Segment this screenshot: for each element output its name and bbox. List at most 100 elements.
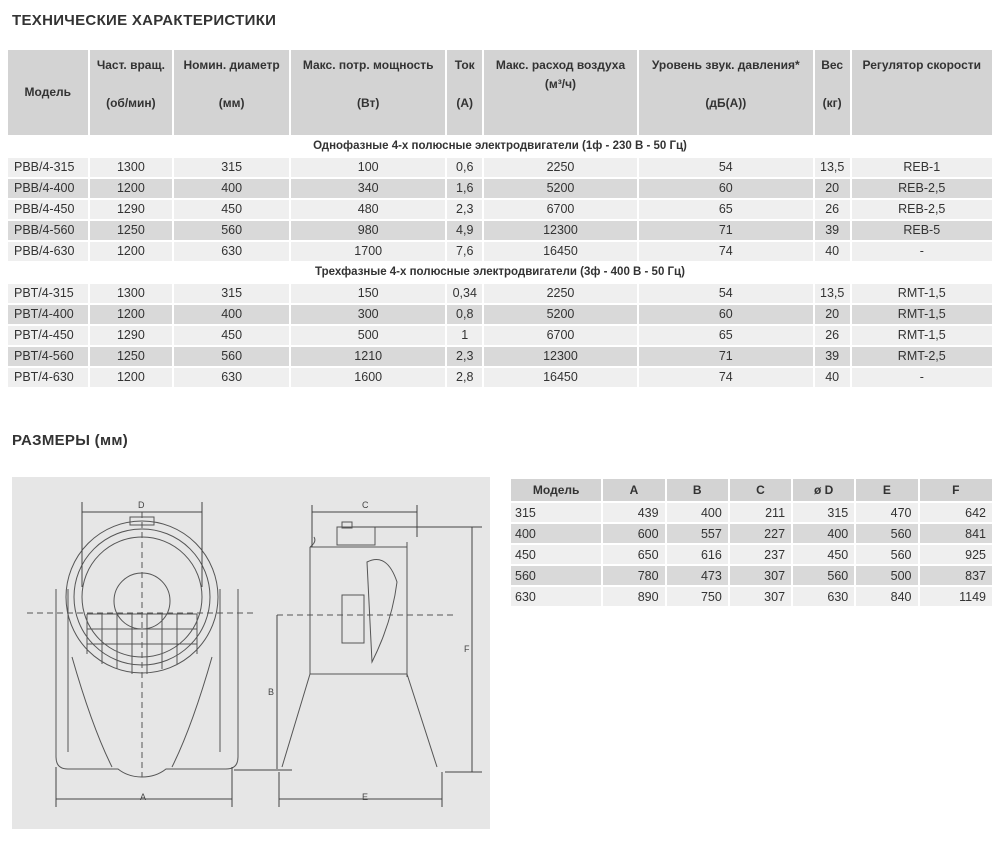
table-cell: 2,3 bbox=[447, 347, 483, 366]
column-header: ø D bbox=[793, 479, 855, 501]
table-cell: 71 bbox=[638, 221, 813, 240]
table-cell: 26 bbox=[814, 326, 850, 345]
column-header: E bbox=[856, 479, 918, 501]
table-cell: 500 bbox=[291, 326, 446, 345]
table-cell: 60 bbox=[638, 179, 813, 198]
table-row: PBT/4-400 1200 400 300 0,8 5200 60 20 RMT-1,5 bbox=[8, 305, 992, 324]
table-cell: 1290 bbox=[89, 326, 173, 345]
center-lines bbox=[27, 512, 457, 777]
table-cell: 400 bbox=[174, 179, 290, 198]
table-cell: 315 bbox=[793, 503, 855, 522]
table-cell: 1,6 bbox=[447, 179, 483, 198]
table-cell: PBB/4-315 bbox=[8, 158, 88, 177]
table-cell: 630 bbox=[174, 368, 290, 387]
table-cell: 2250 bbox=[484, 284, 637, 303]
table-cell: 40 bbox=[814, 368, 850, 387]
column-header: A bbox=[603, 479, 665, 501]
table-cell: 841 bbox=[919, 524, 992, 543]
table-cell: REB-5 bbox=[851, 221, 992, 240]
label-f: F bbox=[464, 644, 470, 654]
column-header: Номин. диаметр (мм) bbox=[174, 50, 290, 135]
column-header: Макс. потр. мощность (Вт) bbox=[291, 50, 446, 135]
table-cell: 1200 bbox=[89, 305, 173, 324]
table-cell: 237 bbox=[729, 545, 792, 564]
table-cell: 20 bbox=[814, 305, 850, 324]
table-row: PBT/4-450 1290 450 500 1 6700 65 26 RMT-1,5 bbox=[8, 326, 992, 345]
table-cell: 780 bbox=[603, 566, 665, 585]
table-row: PBB/4-560 1250 560 980 4,9 12300 71 39 REB-5 bbox=[8, 221, 992, 240]
table-cell: 1250 bbox=[89, 221, 173, 240]
table-cell: REB-2,5 bbox=[851, 200, 992, 219]
column-header: Модель bbox=[8, 50, 88, 135]
table-cell: 750 bbox=[666, 587, 728, 606]
front-view bbox=[55, 516, 239, 778]
column-header: Ток (А) bbox=[447, 50, 483, 135]
dimension-lines bbox=[55, 502, 482, 807]
table-cell: 0,8 bbox=[447, 305, 483, 324]
table-cell: 980 bbox=[291, 221, 446, 240]
table-cell: 560 bbox=[793, 566, 855, 585]
table-cell: 840 bbox=[856, 587, 918, 606]
table-cell: 7,6 bbox=[447, 242, 483, 261]
table-cell: 2,8 bbox=[447, 368, 483, 387]
table-cell: 4,9 bbox=[447, 221, 483, 240]
column-header: C bbox=[729, 479, 792, 501]
section-title: Однофазные 4-х полюсные электродвигатели… bbox=[8, 137, 992, 156]
header-unit: (дБ(А)) bbox=[705, 96, 747, 110]
table-cell: 16450 bbox=[484, 242, 637, 261]
table-row: 630 890 750 307 630 840 1149 bbox=[511, 587, 992, 606]
table-cell: 1300 bbox=[89, 158, 173, 177]
table-cell: 39 bbox=[814, 221, 850, 240]
table-cell: 26 bbox=[814, 200, 850, 219]
table-cell: PBT/4-560 bbox=[8, 347, 88, 366]
table-cell: 650 bbox=[603, 545, 665, 564]
table-cell: 5200 bbox=[484, 179, 637, 198]
header-label: Макс. потр. мощность bbox=[302, 58, 434, 72]
header-label: Част. вращ. bbox=[96, 58, 165, 72]
table-cell: 300 bbox=[291, 305, 446, 324]
table-cell: 630 bbox=[793, 587, 855, 606]
side-view bbox=[281, 521, 438, 768]
table-cell: 450 bbox=[511, 545, 602, 564]
table-cell: 473 bbox=[666, 566, 728, 585]
table-cell: 630 bbox=[511, 587, 602, 606]
header-label: Вес bbox=[821, 58, 844, 72]
table-cell: 400 bbox=[666, 503, 728, 522]
table-cell: 1 bbox=[447, 326, 483, 345]
table-cell: 54 bbox=[638, 284, 813, 303]
table-cell: 560 bbox=[856, 524, 918, 543]
table-cell: 400 bbox=[793, 524, 855, 543]
table-cell: 1250 bbox=[89, 347, 173, 366]
section-row: Однофазные 4-х полюсные электродвигатели… bbox=[8, 137, 992, 156]
table-cell: 500 bbox=[856, 566, 918, 585]
table-cell: 557 bbox=[666, 524, 728, 543]
table-cell: 315 bbox=[174, 158, 290, 177]
table-cell: 642 bbox=[919, 503, 992, 522]
table-cell: 16450 bbox=[484, 368, 637, 387]
label-b: B bbox=[268, 687, 274, 697]
table-row: 315 439 400 211 315 470 642 bbox=[511, 503, 992, 522]
table-cell: 100 bbox=[291, 158, 446, 177]
table-row: PBB/4-400 1200 400 340 1,6 5200 60 20 REB-2,5 bbox=[8, 179, 992, 198]
header-label: Макс. расход воздуха bbox=[495, 58, 626, 72]
column-header: Модель bbox=[511, 479, 602, 501]
column-header: F bbox=[919, 479, 992, 501]
table-cell: 60 bbox=[638, 305, 813, 324]
table-row: PBB/4-630 1200 630 1700 7,6 16450 74 40- bbox=[8, 242, 992, 261]
table-cell: 2250 bbox=[484, 158, 637, 177]
column-header: Вес (кг) bbox=[814, 50, 850, 135]
table-cell: 39 bbox=[814, 347, 850, 366]
table-cell: 6700 bbox=[484, 200, 637, 219]
table-cell: RMT-1,5 bbox=[851, 326, 992, 345]
header-label: Ток bbox=[454, 58, 475, 72]
table-row: PBT/4-315 1300 315 150 0,34 2250 54 13,5 RMT-1,5 bbox=[8, 284, 992, 303]
table-cell: PBT/4-315 bbox=[8, 284, 88, 303]
table-cell: 6700 bbox=[484, 326, 637, 345]
table-cell: 560 bbox=[856, 545, 918, 564]
table-cell: 54 bbox=[638, 158, 813, 177]
table-cell: PBT/4-630 bbox=[8, 368, 88, 387]
table-cell: 1200 bbox=[89, 179, 173, 198]
section-title: Трехфазные 4-х полюсные электродвигатели… bbox=[8, 263, 992, 282]
table-row: PBB/4-315 1300 315 100 0,6 2250 54 13,5 REB-1 bbox=[8, 158, 992, 177]
